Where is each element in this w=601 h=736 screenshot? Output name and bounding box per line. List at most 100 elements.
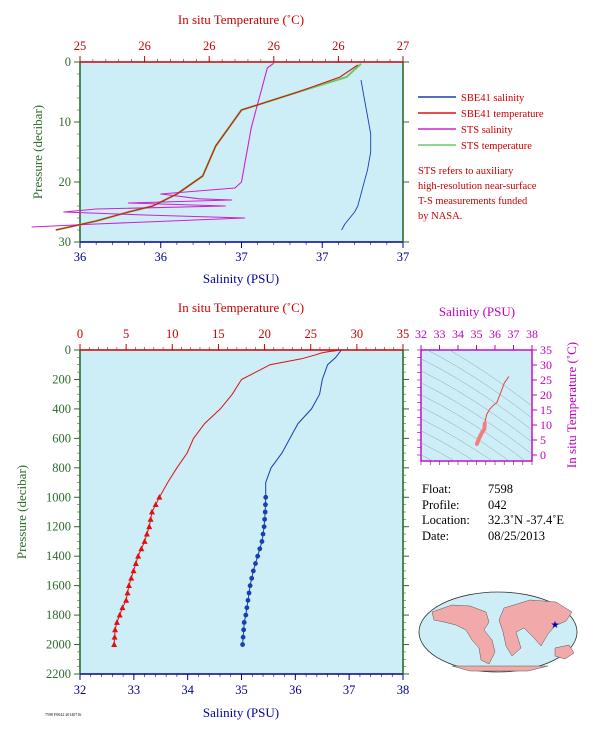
top-salinity-axis-title: Salinity (PSU) [203, 271, 279, 286]
ts-density-contours [421, 350, 532, 461]
bottom-pressure-tick-label: 800 [52, 461, 71, 475]
top-temperature-axis-title: In situ Temperature (˚C) [178, 12, 304, 27]
ts-density-contour [421, 430, 475, 461]
top-sal-tick-label: 36 [155, 250, 168, 264]
bottom-pressure-tick-label: 1800 [46, 608, 71, 622]
ts-density-contour [421, 418, 493, 461]
ts-sal-tick-label: 35 [471, 327, 483, 341]
temperature-triangle-marker [143, 530, 150, 537]
salinity-diamond-marker [260, 531, 266, 537]
footer-stamp: 7598 F0042 20140716 [45, 712, 81, 717]
bottom-temp-tick-label: 30 [351, 327, 364, 341]
bottom-temp-tick-label: 15 [212, 327, 225, 341]
sts-note-line-2: high-resolution near-surface [418, 181, 537, 192]
salinity-diamond-marker [246, 590, 252, 596]
float-info-block: Float: 7598 Profile: 042 Location: 32.3˚N -… [422, 482, 564, 544]
salinity-diamond-marker [240, 634, 246, 640]
top-pressure-tick-label: 0 [65, 55, 71, 69]
legend-label-sbe41-temperature: SBE41 temperature [461, 109, 544, 120]
bottom-pressure-tick-label: 400 [52, 402, 71, 416]
temperature-triangle-marker [111, 641, 118, 647]
bottom-pressure-tick-label: 1000 [46, 490, 71, 504]
sts-note-line-4: by NASA. [418, 211, 462, 222]
top-temp-tick-label: 26 [138, 39, 151, 53]
ts-temp-tick-label: 25 [540, 373, 552, 387]
ts-density-contour [426, 350, 532, 419]
top-sal-tick-label: 37 [235, 250, 248, 264]
sts-salinity-line [31, 62, 275, 228]
ts-sal-tick-label: 33 [434, 327, 446, 341]
salinity-diamond-marker [259, 539, 265, 544]
ts-density-contour [421, 382, 532, 455]
float-location-star-icon: ★ [551, 620, 560, 631]
bottom-pressure-tick-label: 2200 [46, 667, 71, 681]
temperature-triangle-marker [123, 597, 130, 603]
temperature-triangle-marker [156, 493, 163, 500]
temperature-triangle-marker [132, 560, 139, 566]
ts-temp-tick-label: 20 [540, 388, 552, 402]
ts-temp-tick-label: 10 [540, 418, 552, 432]
salinity-diamond-marker [243, 612, 249, 618]
temperature-triangle-marker [146, 523, 153, 530]
bottom-plot-area [79, 349, 404, 675]
ts-temp-tick-label: 15 [540, 403, 552, 417]
salinity-diamond-marker [240, 642, 245, 647]
salinity-diamond-marker [263, 494, 269, 500]
top-sal-tick-label: 37 [397, 250, 410, 264]
bottom-temp-tick-label: 0 [77, 327, 83, 341]
top-pressure-tick-label: 30 [59, 235, 72, 249]
sbe41-salinity-line [341, 79, 372, 231]
sts-note-line-3: T-S measurements funded [418, 196, 528, 207]
salinity-diamond-marker [245, 597, 251, 603]
top-temp-tick-label: 27 [397, 39, 410, 53]
float-row: Float: 7598 [422, 482, 564, 498]
bottom-chart-series [111, 349, 342, 647]
bottom-temp-tick-label: 10 [166, 327, 179, 341]
temperature-profile-line [113, 349, 341, 645]
bottom-chart: 0 5 10 15 20 25 30 35 32 33 34 35 36 37 38 0 200 400 600 80… [14, 300, 409, 720]
bottom-sal-tick-label: 37 [343, 683, 356, 697]
date-value: 08/25/2013 [488, 528, 545, 543]
top-sal-tick-label: 37 [316, 250, 329, 264]
bottom-temp-tick-label: 25 [304, 327, 317, 341]
top-pressure-tick-label: 20 [59, 175, 72, 189]
top-temp-tick-label: 26 [332, 39, 345, 53]
sbe41-temperature-line [55, 64, 359, 231]
location-row: Location: 32.3˚N -37.4˚E [422, 513, 564, 529]
ts-density-contour [421, 454, 434, 461]
temperature-triangle-marker [130, 567, 137, 574]
temperature-triangle-marker [112, 626, 119, 633]
top-chart-series [31, 62, 372, 231]
ts-sal-tick-label: 38 [526, 327, 538, 341]
salinity-diamond-marker [262, 516, 268, 522]
bottom-temp-tick-label: 5 [123, 327, 129, 341]
float-label: Float: [422, 482, 452, 496]
temperature-triangle-marker [124, 589, 131, 596]
top-sal-tick-label: 36 [74, 250, 87, 264]
ts-temp-tick-label: 0 [540, 448, 546, 462]
ts-sal-tick-label: 34 [452, 327, 464, 341]
legend-label-sts-salinity: STS salinity [461, 125, 513, 136]
date-label: Date: [422, 528, 450, 543]
ts-density-contour [421, 406, 510, 461]
salinity-diamond-marker [241, 627, 247, 633]
bottom-sal-tick-label: 32 [74, 683, 87, 697]
ts-temp-tick-label: 35 [540, 343, 552, 357]
ts-sal-tick-label: 36 [489, 327, 501, 341]
salinity-diamond-marker [247, 583, 253, 589]
bottom-temp-tick-label: 20 [258, 327, 271, 341]
location-label: Location: [422, 513, 470, 527]
salinity-diamond-marker [261, 524, 267, 530]
ts-density-contour [421, 394, 526, 461]
legend-label-sts-temperature: STS temperature [461, 141, 532, 152]
top-pressure-axis-title: Pressure (decibar) [30, 105, 45, 199]
legend-label-sbe41-salinity: SBE41 salinity [461, 93, 525, 104]
bottom-pressure-tick-label: 600 [52, 431, 71, 445]
bottom-sal-tick-label: 35 [235, 683, 248, 697]
temperature-triangle-marker [141, 538, 148, 544]
temperature-triangle-marker [125, 582, 132, 589]
ts-density-contour [421, 370, 532, 443]
